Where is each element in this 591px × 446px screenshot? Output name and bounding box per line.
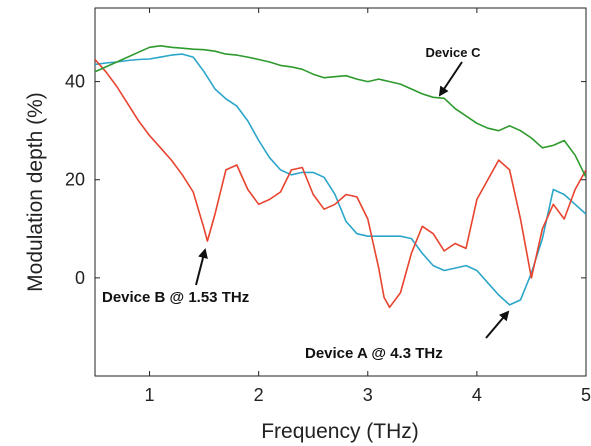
x-tick-label: 3	[363, 385, 373, 405]
series-line-3	[95, 45, 586, 178]
plot-lines	[95, 45, 586, 309]
x-axis-title: Frequency (THz)	[261, 420, 419, 443]
annotation-label: Device A @ 4.3 THz	[305, 345, 443, 362]
annotation-arrow	[438, 61, 463, 97]
y-tick-label: 0	[75, 268, 85, 288]
x-tick-label: 5	[581, 385, 591, 405]
x-tick-label: 2	[254, 385, 264, 405]
annotations: Device C Device B @ 1.53 THz Device A @ 4.…	[102, 45, 510, 362]
series-line-1	[95, 53, 586, 306]
x-tick-label: 1	[145, 385, 155, 405]
x-tick-label: 4	[472, 385, 482, 405]
annotation-label: Device B @ 1.53 THz	[102, 289, 249, 306]
plot-area	[94, 7, 587, 377]
annotation-label: Device C	[426, 45, 482, 60]
y-axis-title: Modulation depth (%)	[24, 92, 47, 292]
y-tick-label: 40	[65, 72, 85, 92]
axis-ticks: 1 2 3 4 5 0 20 40	[65, 8, 591, 405]
annotation-arrow	[485, 310, 510, 339]
series-line-2	[95, 58, 586, 309]
annotation-arrow	[195, 248, 208, 286]
y-tick-label: 20	[65, 170, 85, 190]
